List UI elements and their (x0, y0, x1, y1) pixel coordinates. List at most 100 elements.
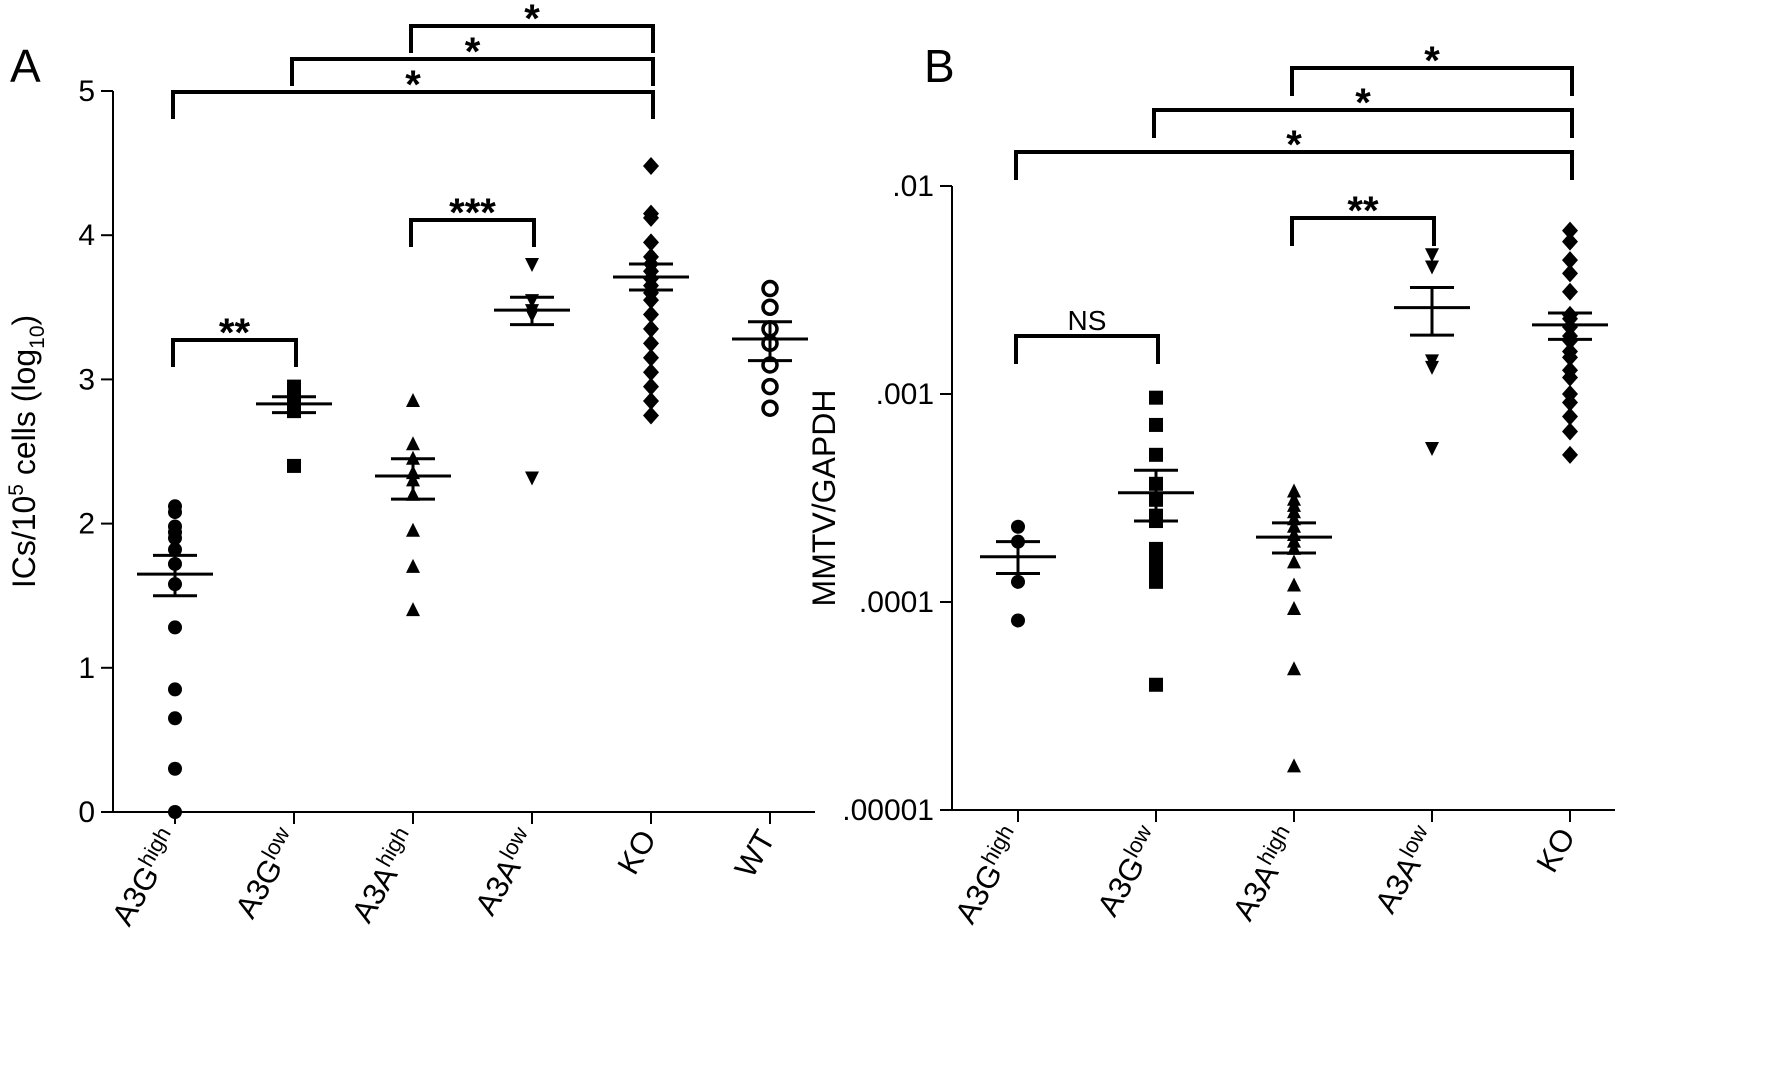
y-tick-label: .01 (892, 170, 934, 203)
data-point (1562, 282, 1578, 301)
significance-bracket (1152, 108, 1574, 138)
data-point (168, 542, 182, 557)
y-axis-label-part: ICs/10 (6, 496, 42, 588)
x-tick-label: WT (728, 824, 782, 883)
significance-label: * (524, 0, 540, 41)
data-point (1425, 360, 1439, 375)
x-tick-label: A3Ahigh (342, 823, 425, 929)
data-point (643, 392, 659, 411)
data-point (1562, 368, 1578, 387)
panel-b: B .00001.0001.001.01MMTV/GAPDHA3GhighA3G… (806, 39, 1615, 929)
significance-label: * (1355, 81, 1371, 125)
y-axis-label-part: 5 (5, 484, 28, 496)
data-point (1287, 554, 1301, 569)
significance-bracket (1014, 334, 1160, 364)
data-point (761, 399, 779, 417)
data-point (168, 761, 182, 776)
category-name: A3A (1368, 850, 1428, 919)
data-point (1011, 613, 1025, 628)
significance-label: ** (1347, 189, 1379, 233)
category-name: KO (1529, 822, 1582, 878)
data-point (1287, 483, 1301, 498)
data-point (1287, 601, 1301, 616)
data-point (643, 233, 659, 252)
y-axis-label-part: ) (6, 315, 42, 326)
data-point (406, 602, 420, 617)
data-point (168, 805, 182, 819)
y-tick-label: .0001 (859, 586, 934, 619)
y-tick-label: 4 (78, 219, 95, 252)
panel-b-letter: B (924, 40, 955, 92)
data-point (643, 377, 659, 396)
y-tick-label: .00001 (842, 794, 934, 827)
data-point (1011, 574, 1025, 589)
data-point (1562, 407, 1578, 426)
data-point (1562, 221, 1578, 240)
x-tick-label: A3Ghigh (102, 823, 187, 932)
significance-label: * (405, 63, 421, 107)
panel-a-letter: A (10, 40, 41, 92)
category-name: A3G (948, 858, 1009, 929)
category-name: A3A (345, 860, 405, 929)
data-point (1562, 348, 1578, 367)
data-point (1425, 248, 1439, 263)
data-point (1149, 574, 1163, 589)
data-point (643, 156, 659, 175)
significance-label: * (1424, 39, 1440, 83)
x-tick-label: KO (1529, 822, 1582, 878)
y-axis-label-part: 10 (26, 325, 49, 348)
data-point (643, 348, 659, 367)
x-tick-label: A3Ghigh (945, 821, 1030, 930)
y-tick-label: 1 (78, 652, 95, 685)
significance-label: * (1286, 123, 1302, 167)
category-name: A3G (105, 860, 166, 931)
category-name: A3A (468, 852, 528, 921)
significance-bracket (171, 90, 655, 119)
data-point (643, 406, 659, 425)
x-tick-label: A3Alow (465, 822, 544, 920)
data-point (1149, 541, 1163, 556)
significance-bracket (409, 218, 536, 247)
data-point (1562, 232, 1578, 251)
data-point (1149, 390, 1163, 405)
data-point (1562, 393, 1578, 412)
significance-label: ** (219, 311, 251, 355)
data-point (1149, 417, 1163, 432)
data-point (643, 363, 659, 382)
data-point (406, 393, 420, 408)
y-axis-label-part: cells (log (6, 349, 42, 484)
data-point (1425, 442, 1439, 457)
y-axis-label: ICs/105 cells (log10) (5, 315, 49, 588)
data-point (1287, 661, 1301, 676)
data-point (643, 334, 659, 353)
data-point (643, 319, 659, 338)
data-point (1562, 445, 1578, 464)
significance-bracket (1290, 216, 1436, 246)
y-tick-label: .001 (876, 378, 934, 411)
data-point (406, 522, 420, 537)
data-point (643, 291, 659, 310)
y-tick-label: 5 (78, 75, 95, 108)
data-point (643, 208, 659, 227)
x-tick-label: KO (610, 824, 663, 880)
data-point (1562, 422, 1578, 441)
data-point (406, 436, 420, 451)
data-point (761, 298, 779, 317)
x-tick-label: A3Alow (1365, 820, 1444, 918)
significance-bracket (290, 57, 655, 86)
y-tick-label: 2 (78, 508, 95, 541)
data-point (1287, 758, 1301, 773)
significance-bracket (409, 24, 655, 53)
data-point (525, 258, 539, 273)
significance-label: *** (449, 191, 496, 235)
significance-bracket (1014, 150, 1574, 180)
category-name: WT (728, 824, 782, 883)
data-point (1425, 260, 1439, 275)
category-name: A3G (228, 853, 289, 924)
y-tick-label: 0 (78, 796, 95, 829)
data-point (761, 279, 779, 298)
y-tick-label: 3 (78, 363, 95, 396)
data-point (406, 558, 420, 573)
data-point (1149, 677, 1163, 692)
